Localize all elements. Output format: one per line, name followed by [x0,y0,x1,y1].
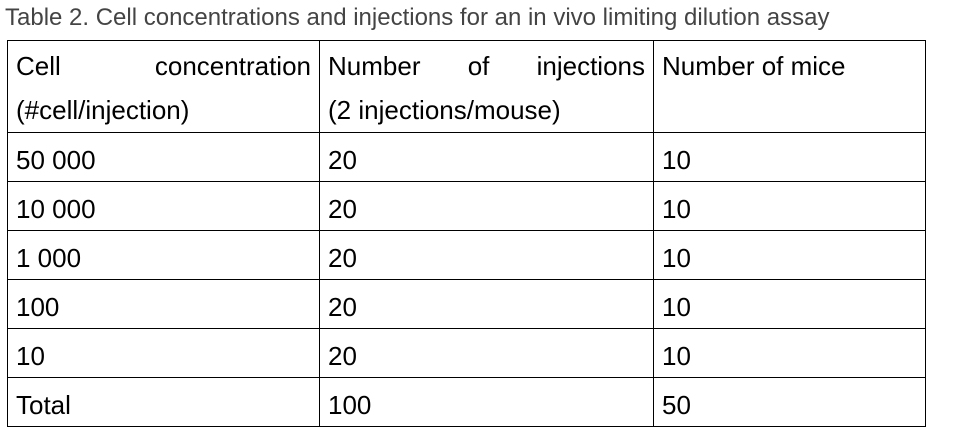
table-caption: Table 2. Cell concentrations and injecti… [5,4,830,31]
table-row: 10 20 10 [7,328,926,378]
table-cell: 10 000 [7,181,320,231]
table-cell: 1 000 [7,230,320,280]
data-table: Cell concentration (#cell/injection) Num… [7,40,926,427]
table-row: 100 20 10 [7,279,926,329]
table-cell: 20 [319,230,654,280]
header-cell-concentration: Cell concentration (#cell/injection) [7,40,320,133]
table-cell: 10 [7,328,320,378]
table-cell: 10 [653,132,926,182]
table-cell: 20 [319,328,654,378]
table-row: 10 000 20 10 [7,181,926,231]
header-line: (2 injections/mouse) [328,95,561,125]
table-cell: 20 [319,279,654,329]
table-cell: 50 000 [7,132,320,182]
table-row: 50 000 20 10 [7,132,926,182]
table-cell: 100 [7,279,320,329]
header-line: Number of mice [662,51,846,81]
table-cell: 50 [653,377,926,427]
header-number-of-mice: Number of mice [653,40,926,133]
header-line: Number of injections [328,51,645,81]
table-header-row: Cell concentration (#cell/injection) Num… [7,40,926,133]
table-cell: 20 [319,132,654,182]
table-total-row: Total 100 50 [7,377,926,427]
header-number-of-injections: Number of injections (2 injections/mouse… [319,40,654,133]
table-cell: 100 [319,377,654,427]
header-line: Cell concentration [16,51,311,81]
table-row: 1 000 20 10 [7,230,926,280]
table-cell: 10 [653,328,926,378]
table-cell: 10 [653,230,926,280]
table-cell: 10 [653,279,926,329]
table-cell: 10 [653,181,926,231]
header-line: (#cell/injection) [16,95,190,125]
table-cell: Total [7,377,320,427]
table-cell: 20 [319,181,654,231]
